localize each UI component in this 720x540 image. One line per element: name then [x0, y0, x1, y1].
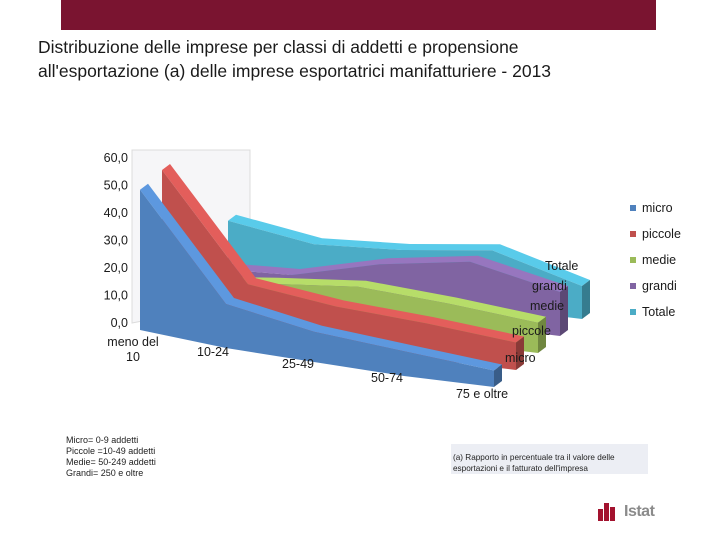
legend-item-totale: Totale — [630, 299, 710, 325]
series-cap-medie — [538, 316, 546, 353]
series-ridge-piccole — [162, 164, 524, 343]
legend-label-medie: medie — [642, 253, 677, 267]
series-cap-micro — [494, 364, 502, 387]
y-tick-label: 40,0 — [104, 206, 128, 220]
page-title: Distribuzione delle imprese per classi d… — [38, 35, 698, 83]
note-line-micro: Micro= 0-9 addetti — [66, 435, 139, 445]
x-tick-label: 50-74 — [371, 371, 403, 385]
y-tick-label: 10,0 — [104, 289, 128, 303]
depth-axis-label: grandi — [532, 279, 567, 293]
series-ridge-grandi — [206, 255, 568, 292]
header-bar — [61, 0, 656, 30]
legend-swatch-piccole — [630, 231, 636, 237]
size-class-notes: Micro= 0-9 addetti Piccole =10-49 addett… — [66, 435, 266, 479]
series-cap-grandi — [560, 286, 568, 336]
depth-axis-label: Totale — [545, 259, 578, 273]
legend-item-grandi: grandi — [630, 273, 710, 299]
legend-swatch-totale — [630, 309, 636, 315]
note-line-piccole: Piccole =10-49 addetti — [66, 446, 156, 456]
y-tick-label: 50,0 — [104, 179, 128, 193]
title-line-1: Distribuzione delle imprese per classi d… — [38, 37, 519, 57]
depth-axis-label: micro — [505, 351, 536, 365]
series-cap-piccole — [516, 336, 524, 370]
x-tick-label: 10 — [126, 350, 140, 364]
y-tick-label: 0,0 — [111, 316, 128, 330]
legend-label-grandi: grandi — [642, 279, 677, 293]
legend-item-piccole: piccole — [630, 221, 710, 247]
istat-logo: Istat — [598, 503, 655, 521]
x-tick-label: meno del — [107, 335, 158, 349]
x-tick-label: 25-49 — [282, 357, 314, 371]
title-line-2: all'esportazione (a) delle imprese espor… — [38, 61, 552, 81]
legend-item-medie: medie — [630, 247, 710, 273]
istat-logo-text: Istat — [624, 503, 655, 520]
legend-label-piccole: piccole — [642, 227, 681, 241]
chart-legend: micro piccole medie grandi Totale — [630, 195, 710, 325]
note-line-grandi: Grandi= 250 e oltre — [66, 468, 144, 478]
series-cap-totale — [582, 280, 590, 319]
y-tick-label: 60,0 — [104, 151, 128, 165]
x-tick-label: 75 e oltre — [456, 387, 508, 401]
legend-swatch-medie — [630, 257, 636, 263]
x-tick-label: 10-24 — [197, 345, 229, 359]
legend-label-totale: Totale — [642, 305, 676, 319]
legend-item-micro: micro — [630, 195, 710, 221]
legend-swatch-grandi — [630, 283, 636, 289]
footnote-text: (a) Rapporto in percentuale tra il valor… — [453, 453, 615, 473]
depth-axis-label: piccole — [512, 324, 551, 338]
legend-label-micro: micro — [642, 201, 673, 215]
series-ridge-micro — [140, 183, 502, 371]
legend-swatch-micro — [630, 205, 636, 211]
series-area-micro — [140, 189, 494, 387]
note-line-medie: Medie= 50-249 addetti — [66, 457, 156, 467]
footnote-box: (a) Rapporto in percentuale tra il valor… — [451, 444, 648, 474]
depth-axis-label: medie — [530, 299, 564, 313]
y-tick-label: 20,0 — [104, 261, 128, 275]
y-tick-label: 30,0 — [104, 234, 128, 248]
istat-logo-icon — [598, 503, 620, 521]
